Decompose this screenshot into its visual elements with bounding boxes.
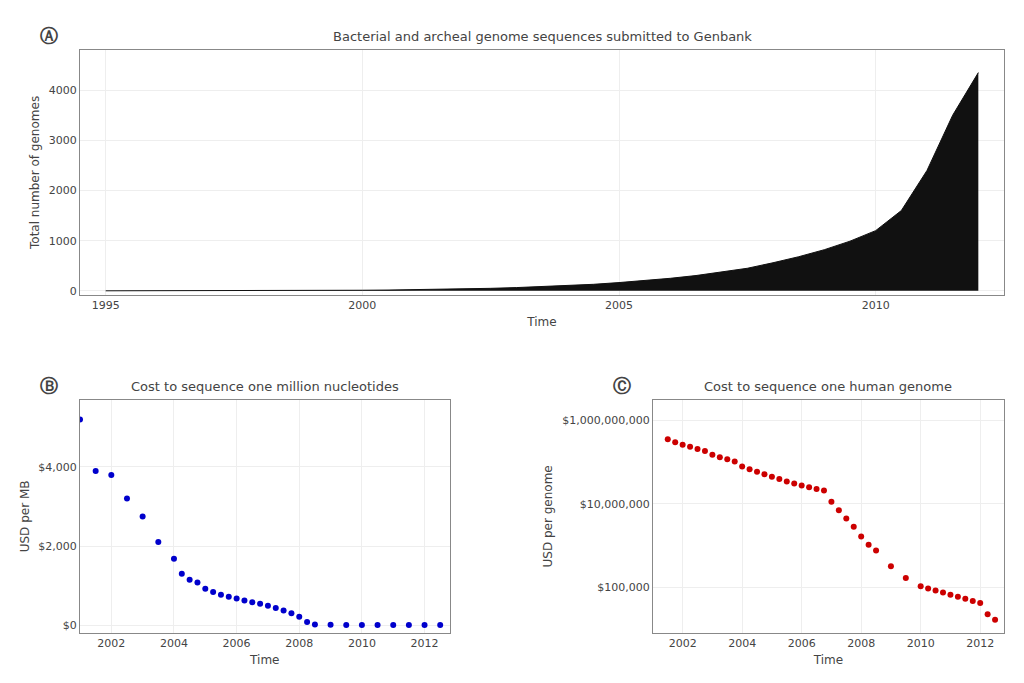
svg-text:2006: 2006 [788,637,816,650]
svg-text:Time: Time [813,653,843,667]
svg-text:2010: 2010 [907,637,935,650]
svg-text:$100,000: $100,000 [597,581,650,594]
svg-text:4000: 4000 [49,84,77,97]
svg-text:2010: 2010 [862,299,890,312]
svg-text:2012: 2012 [411,637,439,650]
svg-text:2004: 2004 [160,637,188,650]
svg-text:Cost to sequence one million n: Cost to sequence one million nucleotides [131,379,399,394]
svg-text:Ⓐ: Ⓐ [40,25,58,46]
svg-text:$2,000: $2,000 [38,540,77,553]
svg-text:2004: 2004 [728,637,756,650]
svg-text:Ⓒ: Ⓒ [613,375,631,396]
svg-text:1000: 1000 [49,235,77,248]
svg-text:Cost to sequence one human gen: Cost to sequence one human genome [704,379,952,394]
svg-text:Time: Time [526,315,556,329]
svg-text:$0: $0 [63,619,77,632]
svg-text:2005: 2005 [605,299,633,312]
svg-text:USD per MB: USD per MB [18,481,32,553]
svg-text:Total number of genomes: Total number of genomes [28,96,42,250]
svg-text:$4,000: $4,000 [38,461,77,474]
svg-text:1995: 1995 [92,299,120,312]
svg-text:2002: 2002 [669,637,697,650]
svg-text:2008: 2008 [285,637,313,650]
svg-text:2000: 2000 [348,299,376,312]
svg-text:0: 0 [70,285,77,298]
svg-text:2006: 2006 [223,637,251,650]
svg-text:2000: 2000 [49,184,77,197]
svg-text:$1,000,000,000: $1,000,000,000 [562,414,649,427]
svg-text:Ⓑ: Ⓑ [40,375,58,396]
svg-text:Bacterial and archeal genome s: Bacterial and archeal genome sequences s… [333,29,752,44]
svg-text:2002: 2002 [97,637,125,650]
svg-text:$10,000,000: $10,000,000 [580,498,650,511]
svg-text:3000: 3000 [49,134,77,147]
svg-text:USD per genome: USD per genome [541,465,555,567]
svg-text:Time: Time [249,653,279,667]
svg-text:2010: 2010 [348,637,376,650]
svg-text:2012: 2012 [966,637,994,650]
svg-text:2008: 2008 [847,637,875,650]
